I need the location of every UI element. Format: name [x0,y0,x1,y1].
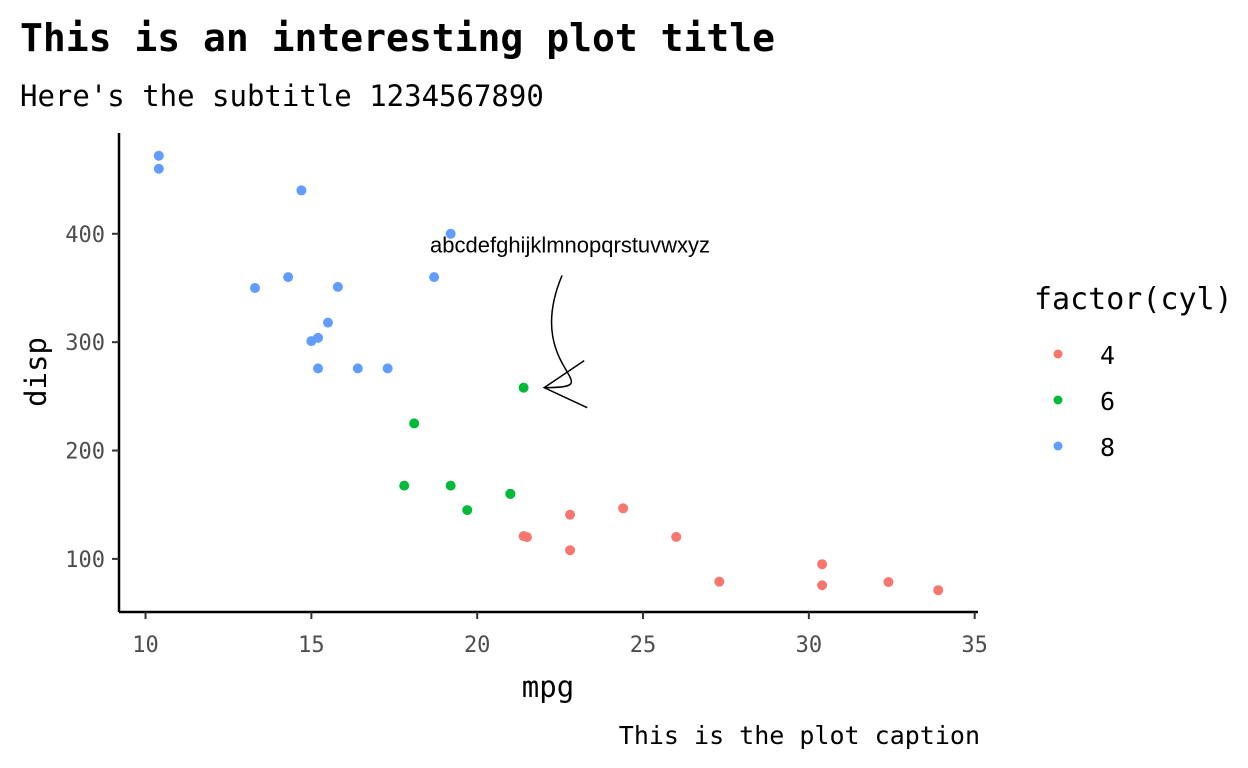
data-point [322,317,333,328]
chart-caption: This is the plot caption [619,721,980,750]
data-point [409,418,420,429]
data-point [296,185,307,196]
chart-title: This is an interesting plot title [20,16,775,60]
y-tick-label: 400 [65,223,105,248]
x-tick-label: 25 [630,633,657,658]
data-point [153,150,164,161]
data-point [518,531,529,542]
legend-key [1053,395,1063,405]
x-tick-label: 15 [298,633,325,658]
data-point [283,272,294,283]
y-axis-label: disp [19,337,53,407]
legend-key [1053,441,1063,451]
data-point [352,363,363,374]
annotation-arrowhead [542,360,588,409]
data-point [306,336,317,347]
data-point [565,509,576,520]
data-point [249,282,260,293]
data-point [505,488,516,499]
y-tick-label: 200 [65,440,105,465]
data-point [312,363,323,374]
data-point [671,531,682,542]
data-point [445,480,456,491]
x-tick-label: 20 [464,633,491,658]
y-tick-label: 300 [65,331,105,356]
legend-label: 8 [1100,433,1115,462]
data-point [518,382,529,393]
data-point [153,163,164,174]
axes: 10 15 20 25 30 35 100 200 300 400 [65,133,988,658]
x-tick-label: 10 [132,633,159,658]
data-point [817,580,828,591]
legend-key [1053,349,1063,359]
data-points [153,150,944,596]
data-point [817,559,828,570]
legend-title: factor(cyl) [1034,282,1233,317]
data-point [883,576,894,587]
data-point [618,503,629,514]
data-point [332,281,343,292]
data-point [429,272,440,283]
annotation: abcdefghijklmnopqrstuvwxyz [430,233,710,409]
y-tick-label: 100 [65,548,105,573]
data-point [445,228,456,239]
x-tick-label: 30 [796,633,823,658]
chart-subtitle: Here's the subtitle 1234567890 [20,79,544,113]
x-axis-label: mpg [522,670,574,704]
x-tick-label: 35 [961,633,988,658]
annotation-text: abcdefghijklmnopqrstuvwxyz [430,233,710,258]
data-point [462,505,473,516]
legend: factor(cyl) 4 6 8 [1034,282,1233,462]
data-point [399,480,410,491]
legend-label: 4 [1100,341,1115,370]
data-point [933,585,944,596]
annotation-arrow [544,275,573,389]
legend-label: 6 [1100,387,1115,416]
data-point [382,363,393,374]
data-point [565,545,576,556]
data-point [714,576,725,587]
